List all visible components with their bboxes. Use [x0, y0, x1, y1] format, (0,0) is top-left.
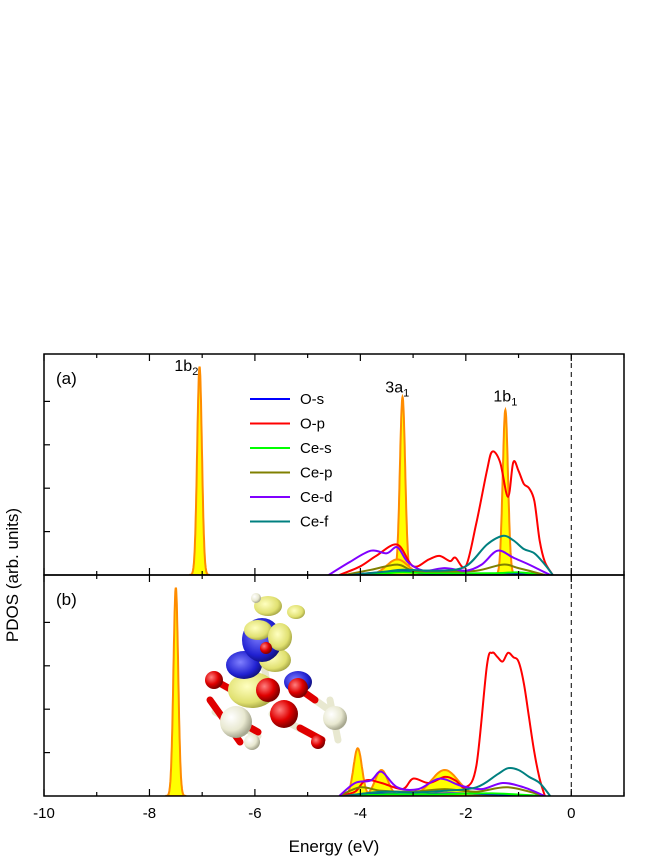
x-tick-label: -4	[354, 805, 367, 822]
legend-label-ce-d: Ce-d	[300, 489, 333, 506]
peak-label-0: 1b2	[174, 358, 198, 378]
series-ce-f-line	[349, 534, 554, 575]
series-o-p-line	[338, 450, 554, 575]
panel-b: (b) -10 -8 -6 -4 -2 0	[33, 574, 625, 822]
legend-label-o-p: O-p	[300, 416, 325, 433]
plot-area	[165, 587, 551, 796]
series-ce-d-line	[338, 770, 546, 796]
series-ce-f-line	[344, 766, 551, 796]
series-ce-s-line	[349, 792, 545, 796]
panel-label: (b)	[56, 590, 77, 609]
y-axis-label: PDOS (arb. units)	[3, 508, 22, 642]
x-tick-label: -8	[143, 805, 156, 822]
series-ce-p-line	[338, 786, 546, 796]
filled-peak-0	[189, 366, 210, 575]
panel-frame	[43, 353, 625, 576]
filled-peak-0	[165, 587, 187, 796]
legend-label-ce-s: Ce-s	[300, 440, 332, 457]
x-axis-label: Energy (eV)	[289, 837, 380, 856]
legend-label-o-s: O-s	[300, 391, 324, 408]
molecule-inset-image	[202, 593, 347, 750]
x-tick-label: -6	[248, 805, 261, 822]
panel-frame	[43, 574, 625, 797]
panel-a: (a) 1b2 3a1 1b1 O-s O-p Ce-s Ce-p Ce-d Ce-f	[43, 353, 625, 576]
legend-label-ce-p: Ce-p	[300, 465, 333, 482]
legend-label-ce-f: Ce-f	[300, 514, 329, 531]
x-tick-label: 0	[567, 805, 575, 822]
x-tick-label: -10	[33, 805, 55, 822]
x-tick-label: -2	[459, 805, 472, 822]
peak-label-1: 3a1	[385, 380, 409, 400]
peak-label-2: 1b1	[493, 388, 517, 408]
panel-label: (a)	[56, 369, 77, 388]
